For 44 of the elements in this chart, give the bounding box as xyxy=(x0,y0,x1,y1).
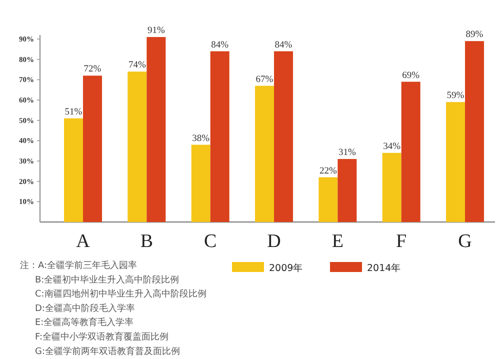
bar xyxy=(191,144,210,222)
text: F:全疆中小学双语教育覆盖面比例 xyxy=(35,332,169,342)
bar xyxy=(255,86,274,222)
x-tick-label: C xyxy=(204,231,217,252)
bar xyxy=(318,177,338,222)
text: G:全疆学前两年双语教育普及面比例 xyxy=(35,346,180,357)
data-label: 89% xyxy=(466,30,484,40)
data-label: 84% xyxy=(211,40,229,50)
data-label: 22% xyxy=(319,166,337,176)
x-tick-label: D xyxy=(267,231,281,252)
data-label: 34% xyxy=(383,142,401,152)
legend-label: 2009年 xyxy=(269,262,304,274)
data-label: 74% xyxy=(128,60,146,71)
bar xyxy=(465,41,484,222)
text: B:全疆初中毕业生升入高中阶段比例 xyxy=(35,274,180,286)
text: 注：A:全疆学前三年毛入园率 xyxy=(20,260,138,271)
bar xyxy=(210,51,230,222)
legend-label: 2014年 xyxy=(367,262,402,274)
x-tick-label: E xyxy=(332,231,344,252)
data-label: 69% xyxy=(402,70,420,81)
text: D:全疆高中阶段毛入学率 xyxy=(35,302,135,314)
bar xyxy=(64,118,83,222)
x-tick-label: F xyxy=(396,231,407,252)
bar xyxy=(401,82,420,222)
x-tick-label: B xyxy=(140,231,154,252)
data-label: 51% xyxy=(64,107,82,118)
data-label: 91% xyxy=(147,26,165,36)
bar xyxy=(274,51,293,222)
x-tick-label: A xyxy=(76,231,90,252)
text: E:全疆高等教育毛入学率 xyxy=(35,317,134,328)
bar xyxy=(382,152,402,222)
bar xyxy=(146,37,166,222)
bar xyxy=(83,76,102,222)
data-label: 84% xyxy=(274,40,292,50)
data-label: 31% xyxy=(338,148,356,158)
bar xyxy=(128,72,147,222)
bar xyxy=(338,158,357,222)
data-label: 59% xyxy=(446,91,464,102)
text: C:南疆四地州初中毕业生升入高中阶段比例 xyxy=(35,288,206,300)
data-label: 72% xyxy=(84,64,102,75)
bar xyxy=(446,102,465,222)
data-label: 67% xyxy=(256,74,274,85)
x-tick-label: G xyxy=(458,231,472,252)
data-label: 38% xyxy=(192,134,210,144)
